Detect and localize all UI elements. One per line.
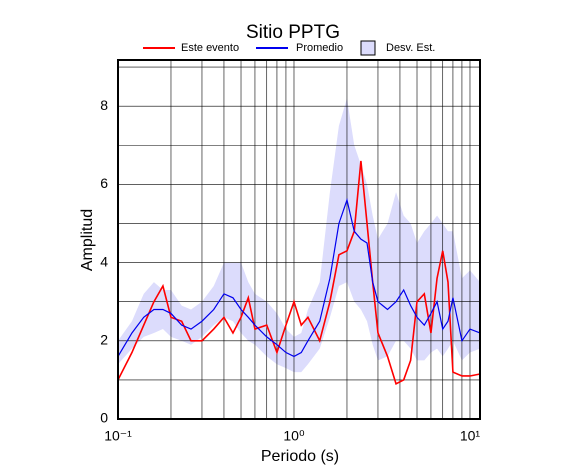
legend-label: Este evento xyxy=(181,42,239,54)
y-tick-label: 2 xyxy=(100,331,108,347)
x-tick-label: 10¹ xyxy=(460,428,481,444)
x-axis-label: Periodo (s) xyxy=(261,448,339,465)
legend-label: Promedio xyxy=(296,42,343,54)
legend-swatch xyxy=(360,40,376,56)
series-line xyxy=(117,197,481,358)
series-line xyxy=(117,160,481,385)
std-band xyxy=(118,98,480,373)
y-tick-label: 8 xyxy=(100,97,108,113)
y-tick-label: 4 xyxy=(100,253,108,269)
y-tick-label: 6 xyxy=(100,175,108,191)
y-tick-label: 0 xyxy=(100,410,108,426)
plot-frame xyxy=(117,59,481,420)
x-tick-label: 10⁻¹ xyxy=(104,428,132,444)
y-axis-label: Amplitud xyxy=(79,209,96,271)
x-tick-label: 10⁰ xyxy=(283,428,305,444)
chart-title: Sitio PPTG xyxy=(246,22,340,43)
legend-label: Desv. Est. xyxy=(386,42,435,54)
